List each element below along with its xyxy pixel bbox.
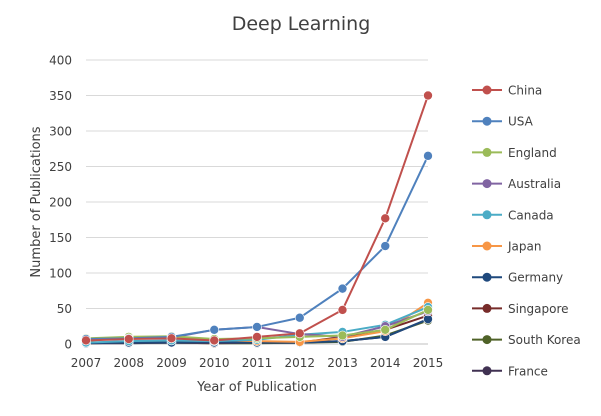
y-tick-label: 0 — [64, 338, 72, 352]
y-tick-label: 200 — [49, 196, 72, 210]
x-tick-label: 2011 — [242, 356, 273, 370]
legend-label: Canada — [508, 208, 554, 222]
data-point-china — [252, 332, 262, 342]
y-tick-label: 100 — [49, 267, 72, 281]
x-axis-label: Year of Publication — [196, 380, 317, 395]
data-point-china — [380, 213, 391, 224]
legend-swatch-marker — [482, 241, 492, 251]
data-point-england — [423, 305, 433, 315]
legend-label: Australia — [508, 177, 561, 191]
data-point-china — [81, 335, 91, 346]
data-point-usa — [294, 312, 305, 323]
legend-swatch-marker — [482, 147, 492, 157]
series-line-usa — [85, 155, 429, 341]
y-tick-label: 300 — [49, 125, 72, 139]
legend-label: Japan — [507, 240, 541, 254]
legend-swatch-marker — [482, 210, 492, 220]
y-tick-label: 350 — [49, 89, 72, 103]
legend-item-usa: USA — [472, 115, 534, 129]
legend-item-england: England — [472, 146, 557, 160]
legend-item-singapore: Singapore — [472, 302, 569, 316]
legend-swatch-marker — [482, 116, 492, 126]
data-point-usa — [380, 241, 391, 251]
legend-label: South Korea — [508, 333, 581, 347]
y-axis-label: Number of Publications — [29, 126, 44, 277]
data-point-china — [337, 305, 348, 315]
series-line-china — [85, 95, 429, 342]
legend-label: France — [508, 364, 548, 378]
chart-title: Deep Learning — [232, 13, 371, 35]
legend-swatch-marker — [482, 366, 492, 376]
legend-label: China — [508, 84, 542, 98]
legend-label: USA — [508, 115, 534, 129]
legend-swatch-marker — [482, 179, 492, 189]
legend-label: England — [508, 146, 557, 160]
data-point-china — [123, 334, 134, 344]
x-tick-label: 2013 — [327, 356, 358, 370]
x-tick-label: 2014 — [370, 356, 401, 370]
x-tick-label: 2010 — [199, 356, 230, 370]
legend-item-south-korea: South Korea — [472, 333, 581, 347]
y-tick-label: 400 — [49, 54, 72, 68]
legend-swatch-marker — [482, 335, 492, 345]
y-tick-label: 250 — [49, 160, 72, 174]
legend-item-china: China — [472, 84, 542, 98]
data-point-china — [209, 335, 220, 346]
legend-item-germany: Germany — [472, 271, 563, 285]
legend-swatch-marker — [482, 272, 492, 282]
legend-label: Germany — [508, 271, 563, 285]
data-point-china — [294, 328, 305, 339]
x-tick-label: 2015 — [413, 356, 444, 370]
data-point-usa — [209, 324, 220, 335]
legend: China USA England Australia Canada Japan Germa… — [472, 84, 581, 378]
data-point-china — [423, 90, 433, 101]
data-point-usa — [252, 322, 262, 332]
x-tick-label: 2007 — [71, 356, 102, 370]
x-tick-labels: 2007 2008 2009 2010 2011 2012 2013 2014 2015 — [71, 356, 444, 370]
legend-swatch-marker — [482, 85, 492, 95]
x-tick-label: 2009 — [156, 356, 187, 370]
legend-swatch-marker — [482, 303, 492, 313]
data-point-china — [166, 333, 177, 344]
data-point-usa — [337, 283, 348, 294]
y-tick-labels: 0 50 100 150 200 250 300 350 400 — [49, 54, 72, 352]
series-usa — [81, 151, 433, 344]
legend-item-japan: Japan — [472, 240, 541, 254]
series-china — [81, 90, 433, 346]
y-tick-label: 150 — [49, 231, 72, 245]
legend-item-australia: Australia — [472, 177, 561, 191]
data-point-england — [337, 330, 348, 341]
data-point-england — [380, 324, 391, 335]
data-point-usa — [423, 151, 433, 161]
x-tick-label: 2008 — [113, 356, 144, 370]
legend-label: Singapore — [508, 302, 569, 316]
x-tick-label: 2012 — [284, 356, 315, 370]
legend-item-france: France — [472, 364, 548, 378]
y-tick-label: 50 — [57, 302, 72, 316]
plot-area — [81, 90, 433, 349]
grid-lines — [86, 59, 428, 309]
legend-item-canada: Canada — [472, 208, 554, 222]
